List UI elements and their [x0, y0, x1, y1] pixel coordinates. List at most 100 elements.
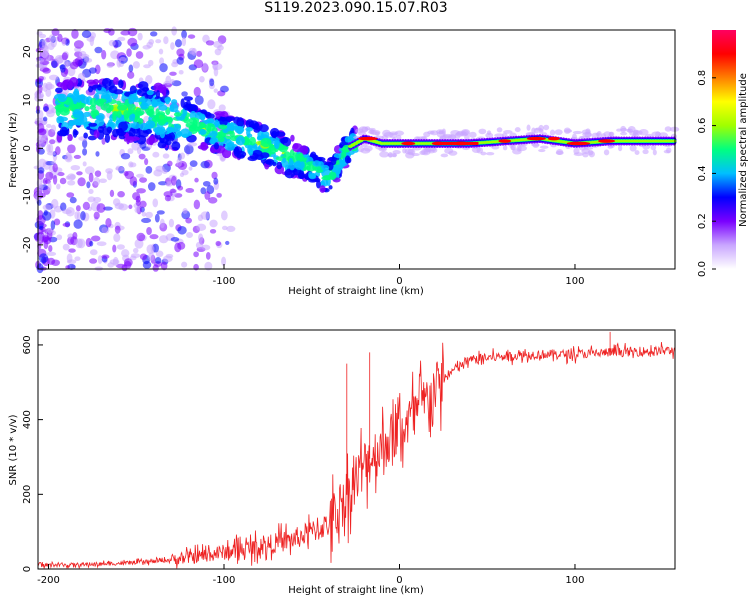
spectrogram-speckle: [170, 175, 177, 186]
spectrogram-blob: [273, 140, 280, 149]
spectrogram-speckle: [127, 37, 138, 47]
spectrogram-speckle: [116, 58, 122, 68]
spectrogram-speckle: [221, 256, 227, 267]
spectrogram-blob: [200, 142, 209, 151]
spectrogram-blob: [108, 85, 118, 94]
spectrogram-halo: [358, 131, 367, 136]
spectrogram-speckle: [35, 57, 45, 63]
spectrogram-speckle: [183, 144, 194, 155]
spectrogram-speckle: [55, 146, 61, 156]
spectrogram-speckle: [136, 173, 144, 178]
spectrogram-speckle: [38, 225, 44, 231]
spectrogram-blob: [214, 119, 220, 128]
spectrogram-speckle: [205, 40, 215, 46]
spectrogram-blob: [72, 128, 78, 138]
spectrogram-blob: [298, 152, 304, 162]
spectrogram-halo: [394, 130, 405, 136]
spectrogram-speckle: [193, 263, 199, 271]
spectrogram-speckle: [114, 225, 121, 234]
spectrogram-speckle: [135, 51, 144, 59]
spectrogram-blob: [159, 130, 166, 139]
spectrogram-speckle: [68, 248, 76, 253]
spectrogram-speckle: [52, 163, 58, 173]
spectrogram-speckle: [202, 62, 208, 72]
spectrogram-speckle: [136, 188, 146, 194]
spectrogram-halo: [642, 144, 651, 150]
spectrogram-speckle: [116, 244, 125, 250]
spectrogram-halo: [651, 131, 662, 137]
spectrogram-halo: [383, 132, 394, 138]
spectrogram-speckle: [60, 202, 67, 212]
spectrogram-speckle: [214, 48, 222, 56]
spectrogram-speckle: [145, 211, 153, 219]
spectrogram-speckle: [163, 191, 173, 198]
spectrogram-speckle: [181, 30, 187, 39]
spectrogram-speckle: [81, 30, 92, 38]
spectrogram-blob: [278, 145, 288, 153]
spectrogram-speckle: [141, 211, 147, 217]
spectrogram-x-tick-label: -200: [37, 276, 60, 287]
spectrogram-speckle: [48, 244, 53, 252]
spectrogram-speckle: [94, 170, 102, 177]
spectrogram-speckle: [226, 225, 236, 232]
colorbar-ticks: 0.0 0.2 0.4 0.6 0.8: [697, 70, 716, 277]
spectrogram-blob: [187, 103, 194, 112]
spectrogram-speckle: [177, 185, 184, 191]
spectrogram-speckle: [225, 240, 230, 245]
spectrogram-speckle: [170, 42, 175, 50]
spectrogram-halo: [620, 127, 628, 132]
spectrogram-speckle: [174, 242, 182, 253]
spectrogram-speckle: [42, 116, 48, 122]
spectrogram-blob: [112, 111, 119, 117]
spectrogram-speckle: [176, 48, 185, 57]
spectrogram-speckle: [41, 45, 49, 51]
spectrogram-blob: [328, 185, 333, 190]
spectrogram-halo: [603, 149, 610, 156]
spectrogram-speckle: [48, 74, 59, 81]
colorbar-tick-label: 0.6: [697, 118, 708, 134]
spectrogram-speckle: [132, 247, 139, 254]
spectrogram-speckle: [162, 153, 170, 159]
spectrogram-speckle: [143, 64, 151, 69]
snr-x-tick-label: 0: [396, 575, 402, 586]
spectrogram-blob: [155, 90, 161, 99]
spectrogram-halo: [582, 152, 589, 158]
spectrogram-blob: [162, 86, 167, 97]
colorbar-tick-label: 0.4: [697, 165, 708, 181]
spectrogram-speckle: [155, 250, 164, 258]
spectrogram-blob: [299, 145, 309, 155]
spectrogram-speckle: [56, 183, 61, 190]
spectrogram-speckle: [186, 232, 193, 238]
spectrogram-speckle: [108, 39, 116, 47]
spectrogram-speckle: [64, 154, 73, 163]
spectrogram-speckle: [181, 261, 188, 268]
spectrogram-blob: [107, 95, 113, 103]
spectrogram-speckle: [158, 48, 164, 55]
spectrogram-blob: [236, 117, 245, 128]
spectrogram-hotspot: [598, 139, 616, 143]
spectrogram-speckle: [209, 78, 215, 87]
spectrogram-speckle: [83, 57, 93, 63]
spectrogram-speckle: [179, 152, 186, 160]
spectrogram-blob: [224, 142, 236, 151]
spectrogram-speckle: [35, 63, 44, 69]
spectrogram-blob: [72, 90, 80, 99]
spectrogram-speckle: [135, 199, 141, 207]
spectrogram-speckle: [188, 166, 193, 171]
spectrogram-speckle: [71, 29, 79, 39]
spectrogram-blob: [151, 98, 158, 108]
spectrogram-speckle: [89, 258, 98, 264]
spectrogram-speckle: [109, 259, 120, 265]
spectrogram-blob: [83, 132, 88, 139]
spectrogram-speckle: [103, 206, 113, 211]
spectrogram-blob: [180, 128, 191, 138]
spectrogram-blob: [213, 142, 219, 150]
spectrogram-blob: [350, 127, 355, 135]
spectrogram-speckle: [137, 32, 143, 41]
spectrogram-speckle: [193, 251, 199, 258]
spectrogram-speckle: [106, 170, 113, 181]
spectrogram-blob: [135, 107, 142, 115]
spectrogram-halo: [664, 126, 672, 132]
spectrogram-blob: [123, 110, 130, 118]
spectrogram-speckle: [57, 33, 63, 43]
